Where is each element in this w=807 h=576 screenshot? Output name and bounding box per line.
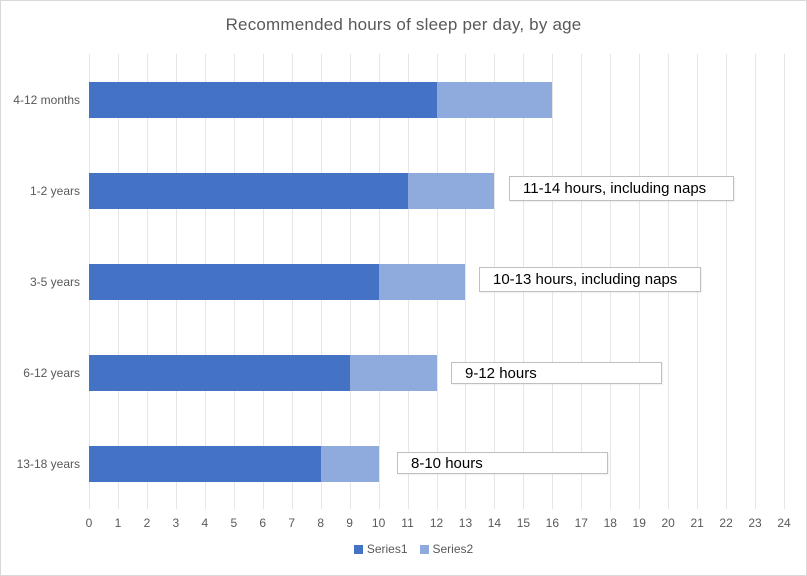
x-tick-label: 7 <box>288 516 296 530</box>
category-label: 4-12 months <box>13 92 80 107</box>
x-tick-label: 14 <box>487 516 502 530</box>
annotation-box-13-18-years[interactable]: 8-10 hours <box>397 452 608 474</box>
legend-swatch-icon <box>419 544 429 554</box>
x-tick-label: 13 <box>458 516 473 530</box>
annotation-box-1-2-years[interactable]: 11-14 hours, including naps <box>509 176 734 201</box>
bar-segment-series2-6-12-years[interactable] <box>349 354 437 391</box>
x-tick-label: 4 <box>201 516 209 530</box>
legend-swatch-icon <box>353 544 363 554</box>
x-tick-label: 16 <box>545 516 559 530</box>
category-label: 3-5 years <box>29 274 80 289</box>
category-label: 6-12 years <box>23 365 80 380</box>
x-tick-label: 0 <box>85 516 93 530</box>
bar-segment-series1-1-2-years[interactable] <box>89 172 408 209</box>
x-tick-label: 2 <box>143 516 151 530</box>
bar-segment-series2-4-12-months[interactable] <box>436 81 553 118</box>
category-label: 1-2 years <box>29 183 80 198</box>
x-tick-label: 23 <box>748 516 762 530</box>
x-tick-label: 12 <box>429 516 444 530</box>
legend-item-series1[interactable]: Series1 <box>353 542 408 556</box>
x-tick-label: 20 <box>661 516 675 530</box>
annotation-box-3-5-years[interactable]: 10-13 hours, including naps <box>479 267 701 292</box>
x-tick-label: 5 <box>230 516 238 530</box>
bar-segment-series1-13-18-years[interactable] <box>89 445 321 482</box>
bar-segment-series1-4-12-months[interactable] <box>89 81 437 118</box>
legend-label: Series2 <box>432 542 474 556</box>
x-tick-label: 10 <box>371 516 386 530</box>
bar-segment-series2-3-5-years[interactable] <box>378 263 466 300</box>
x-tick-label: 22 <box>719 516 733 530</box>
gridline <box>755 54 757 509</box>
x-tick-label: 1 <box>114 516 122 530</box>
bar-segment-series2-13-18-years[interactable] <box>320 445 379 482</box>
x-tick-label: 21 <box>690 516 704 530</box>
bar-segment-series2-1-2-years[interactable] <box>407 172 495 209</box>
x-tick-label: 24 <box>777 516 791 530</box>
legend-label: Series1 <box>366 542 408 556</box>
legend: Series1 Series2 <box>1 542 806 556</box>
x-tick-label: 19 <box>632 516 646 530</box>
x-tick-label: 3 <box>172 516 180 530</box>
bar-segment-series1-3-5-years[interactable] <box>89 263 379 300</box>
legend-item-series2[interactable]: Series2 <box>419 542 474 556</box>
x-tick-label: 8 <box>317 516 324 530</box>
gridline <box>784 54 785 509</box>
x-tick-label: 18 <box>603 516 617 530</box>
gridline <box>726 54 728 509</box>
x-tick-label: 11 <box>401 516 414 530</box>
bar-segment-series1-6-12-years[interactable] <box>89 354 350 391</box>
x-tick-label: 9 <box>346 516 353 530</box>
chart-title: Recommended hours of sleep per day, by a… <box>225 15 582 34</box>
category-label: 13-18 years <box>16 456 80 471</box>
annotation-box-6-12-years[interactable]: 9-12 hours <box>451 362 662 384</box>
x-tick-label: 15 <box>516 516 531 530</box>
gridline <box>465 54 467 509</box>
x-tick-label: 6 <box>259 516 267 530</box>
x-tick-label: 17 <box>574 516 588 530</box>
